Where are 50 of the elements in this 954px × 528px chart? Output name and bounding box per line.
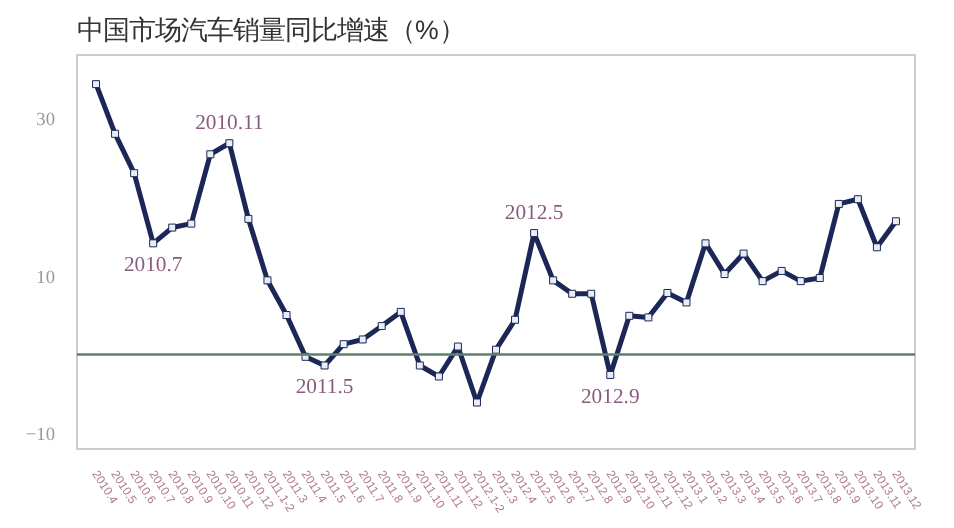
- point: [511, 315, 520, 324]
- point: [111, 129, 120, 138]
- point: [834, 199, 843, 208]
- y-tick-label: 30: [36, 111, 56, 132]
- point: [187, 219, 196, 228]
- point: [358, 335, 367, 344]
- point: [396, 307, 405, 316]
- annotation: 2012.5: [504, 203, 564, 226]
- point: [225, 139, 234, 148]
- point: [701, 239, 710, 248]
- annotation: 2010.7: [123, 255, 184, 278]
- point: [377, 322, 386, 331]
- chart-title: 中国市场汽车销量同比增速（%）: [77, 15, 465, 45]
- y-tick-label: 10: [36, 268, 56, 289]
- point: [434, 372, 443, 381]
- point: [891, 217, 900, 226]
- y-tick-label: −10: [25, 426, 56, 447]
- point: [282, 311, 291, 320]
- point: [472, 398, 481, 407]
- point: [415, 361, 424, 370]
- point: [625, 311, 634, 320]
- point: [853, 195, 862, 204]
- point: [149, 239, 158, 248]
- point: [872, 243, 881, 252]
- point: [796, 277, 805, 286]
- point: [720, 270, 729, 279]
- point: [606, 370, 615, 379]
- point: [549, 276, 558, 285]
- annotation: 2010.11: [195, 113, 264, 136]
- point: [777, 266, 786, 275]
- point: [339, 340, 348, 349]
- point: [815, 274, 824, 282]
- annotation: 2012.9: [580, 386, 640, 409]
- point: [320, 361, 329, 370]
- point: [168, 223, 177, 232]
- point: [663, 288, 672, 297]
- point: [92, 80, 101, 89]
- point: [130, 169, 139, 178]
- point: [568, 289, 577, 298]
- point: [587, 289, 596, 298]
- point: [263, 276, 272, 285]
- point: [453, 342, 462, 351]
- point: [682, 298, 691, 307]
- point: [758, 277, 767, 286]
- point: [206, 150, 215, 159]
- point: [244, 214, 253, 223]
- point: [644, 313, 653, 322]
- point: [530, 229, 539, 238]
- point: [739, 249, 748, 258]
- annotation: 2011.5: [295, 377, 354, 400]
